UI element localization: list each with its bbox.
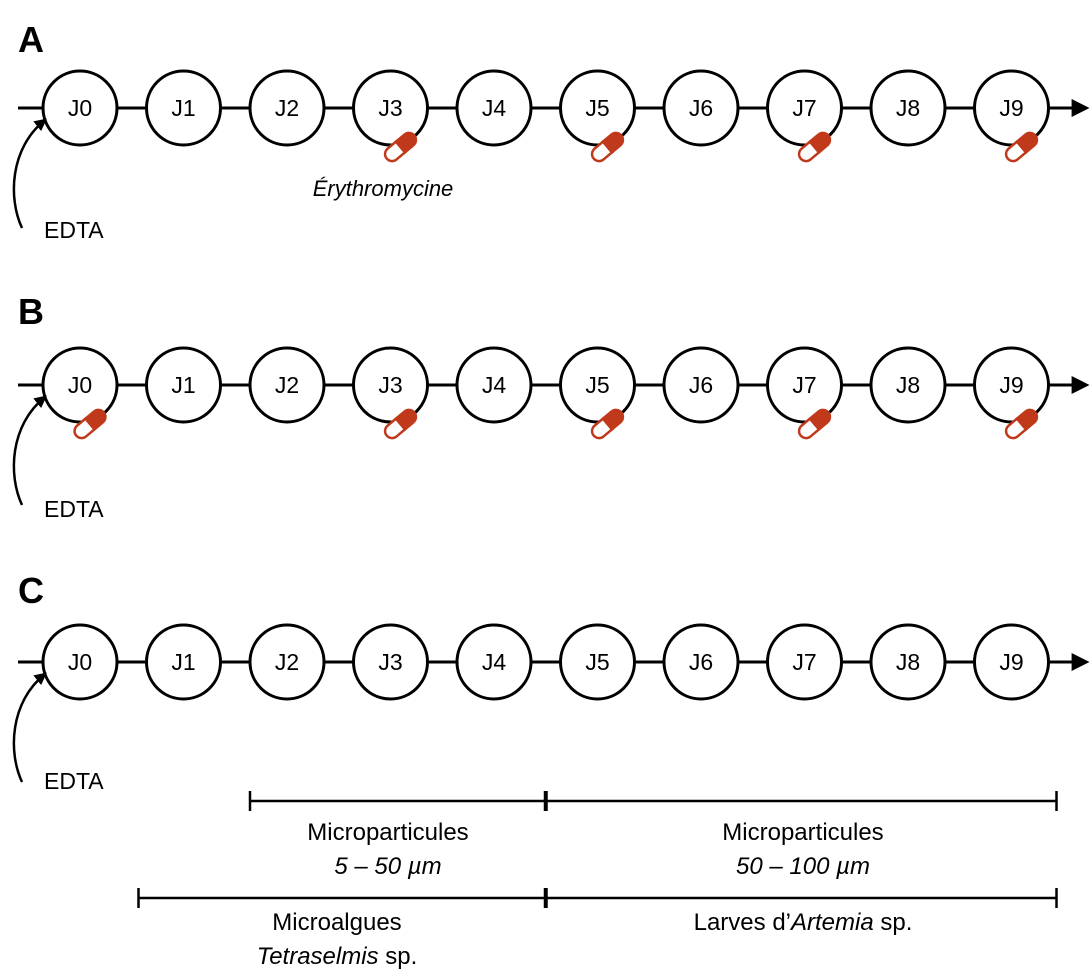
microalgae-species: Tetraselmis sp. xyxy=(257,943,418,970)
day-circle-j8 xyxy=(869,346,947,424)
edta-arrow xyxy=(12,118,47,229)
timeline-b: J0 J1 J2 J3 J4 J5 J6 J7 J8 J9 xyxy=(12,346,1090,506)
day-label-j9: J9 xyxy=(999,372,1023,398)
pill-icon xyxy=(383,408,418,440)
day-circle-j8 xyxy=(869,623,947,701)
day-label-j5: J5 xyxy=(585,649,609,675)
bar-artemia xyxy=(545,888,1058,908)
edta-label-c: EDTA xyxy=(44,768,104,794)
day-label-j4: J4 xyxy=(482,95,507,121)
bar-microparticles-small xyxy=(248,791,547,811)
day-circle-j2 xyxy=(248,623,326,701)
edta-arrow xyxy=(12,672,47,783)
day-circle-j2 xyxy=(248,69,326,147)
microalgae-label: Microalgues xyxy=(272,909,401,936)
microparticles-large-size: 50 – 100 µm xyxy=(736,853,870,880)
timeline-c: J0 J1 J2 J3 J4 J5 J6 J7 J8 J9 xyxy=(12,623,1090,783)
day-circle-j7 xyxy=(766,623,843,701)
day-circle-j0 xyxy=(41,69,119,147)
day-label-j0: J0 xyxy=(68,95,92,121)
day-label-j6: J6 xyxy=(689,95,713,121)
edta-arrow xyxy=(12,395,47,506)
day-circle-j1 xyxy=(145,346,222,424)
pill-icon xyxy=(590,131,625,163)
day-circle-j6 xyxy=(662,69,740,147)
day-circle-j8 xyxy=(869,69,947,147)
day-label-j3: J3 xyxy=(378,95,402,121)
day-circle-j2 xyxy=(248,346,326,424)
day-label-j8: J8 xyxy=(896,649,920,675)
day-label-j8: J8 xyxy=(896,95,920,121)
day-circle-j5 xyxy=(559,623,636,701)
day-circle-j3 xyxy=(352,623,429,701)
microparticles-small-size: 5 – 50 µm xyxy=(334,853,441,880)
day-circle-j1 xyxy=(145,69,222,147)
microparticles-small-label: Microparticules xyxy=(307,819,468,846)
day-circle-j6 xyxy=(662,346,740,424)
feeding-schedule: Microparticules 5 – 50 µm Microparticule… xyxy=(137,791,1058,970)
day-label-j0: J0 xyxy=(68,372,92,398)
day-label-j4: J4 xyxy=(482,649,507,675)
day-label-j2: J2 xyxy=(275,95,299,121)
day-label-j5: J5 xyxy=(585,372,609,398)
day-label-j7: J7 xyxy=(792,95,816,121)
day-label-j9: J9 xyxy=(999,649,1023,675)
day-label-j8: J8 xyxy=(896,372,920,398)
day-label-j0: J0 xyxy=(68,649,92,675)
timelines: J0 J1 J2 J3 J4 J5 J6 J7 J8 J9 J0 J1 J2 J3 J4 J5 J6 J7 J8 J9… xyxy=(12,69,1090,783)
day-circle-j9 xyxy=(973,623,1050,701)
day-label-j2: J2 xyxy=(275,649,299,675)
day-label-j3: J3 xyxy=(378,649,402,675)
timeline-a: J0 J1 J2 J3 J4 J5 J6 J7 J8 J9 xyxy=(12,69,1090,229)
day-label-j5: J5 xyxy=(585,95,609,121)
panel-letter-c: C xyxy=(18,570,44,611)
day-label-j6: J6 xyxy=(689,649,713,675)
artemia-label: Larves d’Artemia sp. xyxy=(694,909,913,936)
bar-microalgae xyxy=(137,888,547,908)
day-circle-j4 xyxy=(455,346,533,424)
day-label-j7: J7 xyxy=(792,649,816,675)
day-label-j3: J3 xyxy=(378,372,402,398)
day-label-j9: J9 xyxy=(999,95,1023,121)
panel-letter-a: A xyxy=(18,19,44,60)
pill-icon xyxy=(590,408,625,440)
day-circle-j4 xyxy=(455,69,533,147)
pill-icon xyxy=(797,131,832,163)
edta-label-a: EDTA xyxy=(44,217,104,243)
day-label-j1: J1 xyxy=(171,95,195,121)
day-circle-j6 xyxy=(662,623,740,701)
day-label-j1: J1 xyxy=(171,372,195,398)
bar-microparticles-large xyxy=(545,791,1058,811)
pill-icon xyxy=(797,408,832,440)
edta-label-b: EDTA xyxy=(44,496,104,522)
microparticles-large-label: Microparticules xyxy=(722,819,883,846)
pill-icon xyxy=(73,408,107,440)
pill-icon xyxy=(1004,131,1039,163)
pill-icon xyxy=(383,131,418,163)
day-label-j1: J1 xyxy=(171,649,195,675)
day-circle-j4 xyxy=(455,623,533,701)
pill-icon xyxy=(1004,408,1039,440)
day-circle-j0 xyxy=(41,623,119,701)
day-label-j4: J4 xyxy=(482,372,507,398)
panel-letter-b: B xyxy=(18,291,44,332)
day-circle-j1 xyxy=(145,623,222,701)
day-label-j6: J6 xyxy=(689,372,713,398)
day-label-j2: J2 xyxy=(275,372,299,398)
day-label-j7: J7 xyxy=(792,372,816,398)
erythromycine-label: Érythromycine xyxy=(313,176,454,201)
